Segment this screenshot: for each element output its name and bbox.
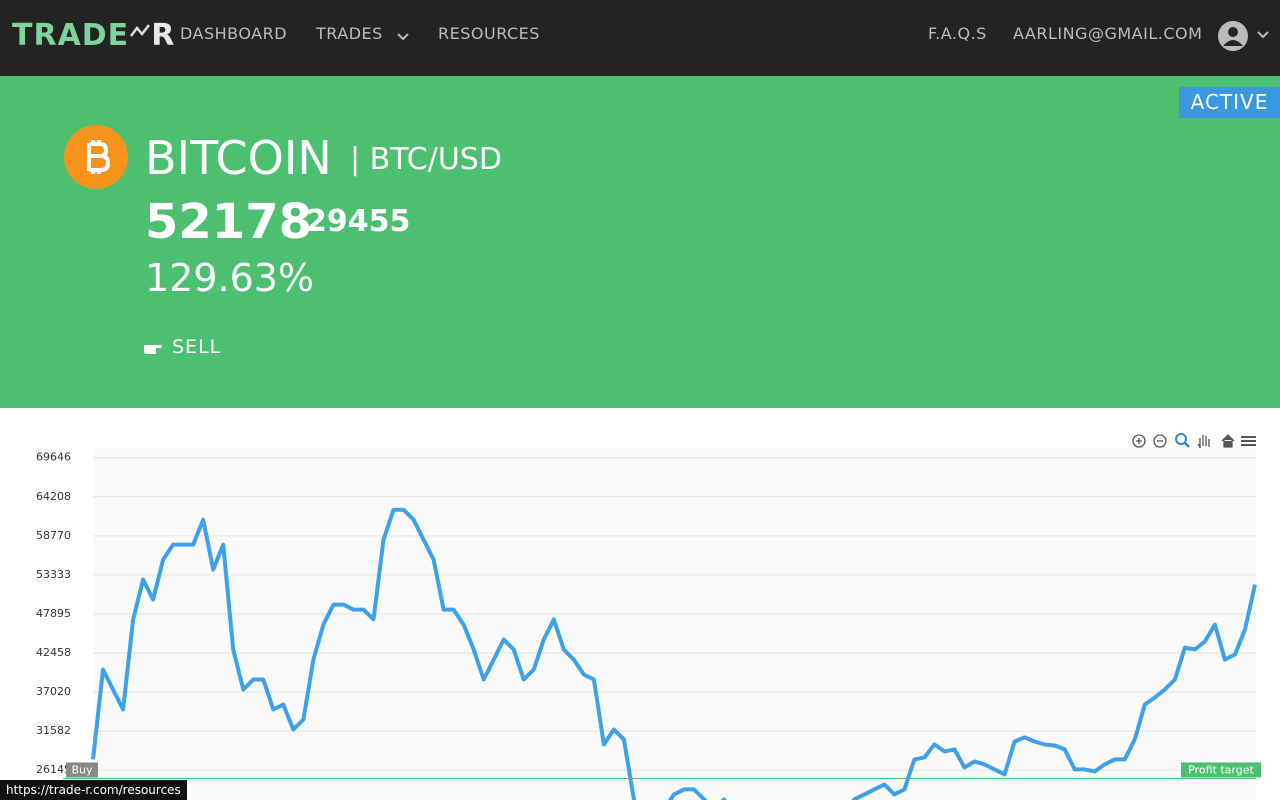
plot-area [93,448,1256,800]
zoom-select[interactable] [1175,433,1187,445]
nav-link[interactable]: AARLING@GMAIL.COM [1013,24,1203,43]
plot [63,507,1257,800]
action-button[interactable]: SELL [172,336,222,358]
annotation-label: Buy [71,763,93,776]
annotation-label: Profit target [1188,763,1254,776]
status-badge: ACTIVE [1179,87,1280,118]
chart-toolbar [1132,433,1256,450]
price: 52178 [145,194,312,250]
y-tick-label: 26145 [36,763,71,776]
price-fraction: 29455 [306,204,411,239]
user-menu[interactable] [1216,20,1272,54]
y-tick-label: 42458 [36,646,71,659]
y-tick-label: 64208 [36,490,71,503]
reset-zoom[interactable] [1221,434,1235,448]
y-tick-label: 37020 [36,685,71,698]
brand-right: R [151,18,175,53]
annotation-box [66,762,98,778]
y-tick-label: 69646 [36,451,71,464]
change: 129.63% [145,256,315,300]
brand[interactable]: TRADE R [12,18,175,53]
zoom-in[interactable] [1132,434,1146,448]
y-tick-label: 58770 [36,529,71,542]
y-tick-label: 53333 [36,568,71,581]
hand-icon [144,345,162,354]
brand-left: TRADE [12,18,130,53]
nav-link[interactable]: RESOURCES [438,24,540,43]
menu[interactable] [1241,436,1256,446]
price-line [91,507,1257,800]
nav-link[interactable]: TRADES [316,24,383,43]
pan[interactable] [1197,435,1210,450]
nav-link[interactable]: F.A.Q.S [928,24,987,43]
nav-link[interactable]: DASHBOARD [180,24,288,43]
asset-pair: | BTC/USD [350,142,502,177]
navbar: TRADE R DASHBOARD TRADES RESOURCES F.A.Q.… [0,0,1280,76]
asset-header: ACTIVE BITCOIN | BTC/USD 52178 29455 129… [0,76,1280,408]
y-tick-label: 47895 [36,607,71,620]
bitcoin-icon [64,125,128,189]
brand-wave [130,24,151,37]
y-tick-label: 31582 [36,724,71,737]
annotation-box [1181,762,1261,778]
dropdown-caret [397,33,409,41]
zoom-out[interactable] [1153,434,1167,448]
status-bar: https://trade-r.com/resources [0,780,187,800]
chart: 26145 31582 37020 42458 47895 53333 58770 64208… [36,433,1261,800]
asset-name: BITCOIN [145,131,332,185]
